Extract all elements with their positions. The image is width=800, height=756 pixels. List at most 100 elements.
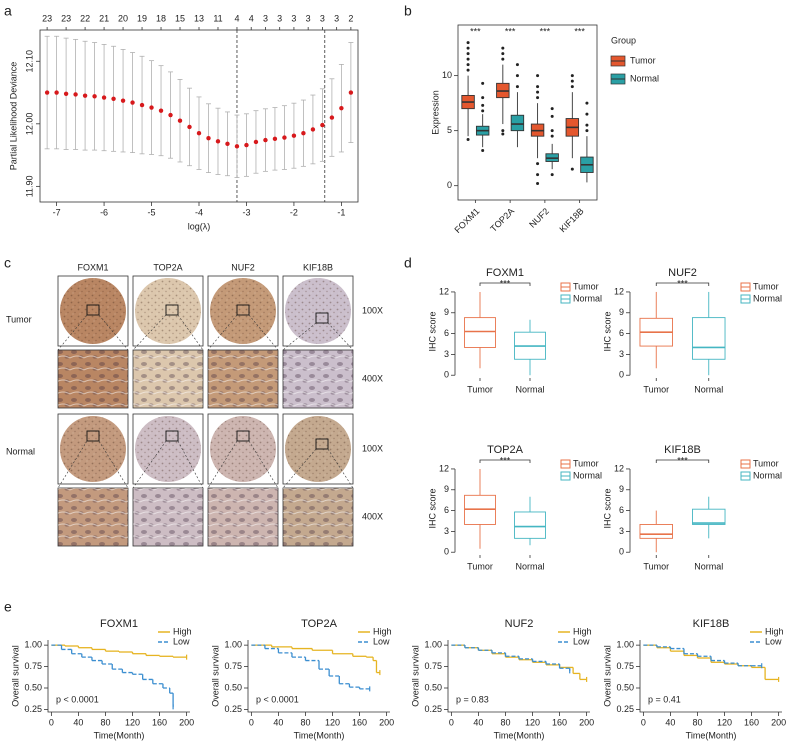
point [215,139,221,144]
top-axis-label: 21 [99,13,109,23]
zoom-box [86,304,100,316]
top-axis-label: 15 [175,13,185,23]
zoom-line [177,314,204,351]
outlier [481,96,485,100]
chart-title: KIF18B [693,618,730,630]
x-tick-label: 40 [473,717,483,727]
tissue-texture [210,278,276,344]
x-tick-label: Tumor [467,384,493,394]
x-tick-label: 80 [100,717,110,727]
y-tick-label: 9 [444,307,449,317]
outlier [501,52,505,56]
x-tick-label: 160 [744,717,759,727]
top-axis-label: 3 [306,13,311,23]
x-tick-label: 40 [273,717,283,727]
y-axis-label: Overall survival [210,645,220,707]
y-tick-label: 3 [619,526,624,536]
outlier [466,68,470,72]
y-tick-label: 12 [439,463,449,473]
legend-label: Tumor [753,281,779,291]
y-tick-label: 6 [619,505,624,515]
outlier [536,74,540,78]
top-axis-label: 19 [137,13,147,23]
point [310,127,316,132]
row-label: Normal [6,446,35,456]
significance-label: *** [677,278,688,288]
tissue-texture [135,278,201,344]
outlier [570,167,574,171]
x-tick-label: -4 [195,207,203,217]
tissue-texture [283,350,353,408]
x-tick-label: NUF2 [527,206,551,230]
magnification-label: 400X [362,373,383,383]
top-axis-label: 11 [213,13,222,23]
top-axis-label: 3 [320,13,325,23]
x-tick-label: 120 [325,717,340,727]
point [320,122,325,128]
significance-label: *** [505,26,516,36]
panel-label: b [404,3,412,19]
box [692,508,726,525]
x-tick-label: 80 [692,717,702,727]
outlier [466,57,470,61]
outlier [585,129,589,133]
row-label: Tumor [6,314,32,324]
zoom-box [236,430,250,442]
chart-title: FOXM1 [100,618,138,630]
y-tick-label: 10 [442,70,452,80]
point [234,144,240,149]
point [120,98,126,103]
zoom-line [282,448,317,489]
x-axis-label: Time(Month) [494,730,545,740]
y-tick-label: 0.50 [24,682,42,692]
outlier [585,123,589,127]
top-axis-label: 3 [291,13,296,23]
top-axis-label: 18 [156,13,166,23]
top-axis-label: 3 [334,13,339,23]
x-tick-label: -6 [100,207,108,217]
x-tick-label: 200 [771,717,786,727]
y-tick-label: 3 [619,349,624,359]
outlier [515,85,519,89]
x-axis-label: Time(Month) [94,730,145,740]
outlier [501,57,505,61]
top-axis-label: 2 [348,13,353,23]
point [263,137,268,143]
chart-title: TOP2A [301,618,338,630]
zoom-box [236,304,250,316]
x-tick-label: 120 [525,717,540,727]
y-tick-label: 12 [439,286,449,296]
x-tick-label: -5 [148,207,156,217]
zoom-box [315,312,329,324]
x-tick-label: Normal [694,561,723,571]
zoom-box [165,304,179,316]
significance-bracket [479,459,531,463]
x-tick-label: -2 [290,207,298,217]
y-tick-label: 1.00 [224,640,242,650]
tissue-texture [283,488,353,546]
legend-label: High [373,626,392,636]
y-tick-label: 6 [444,328,449,338]
x-axis-label: Time(Month) [294,730,345,740]
tissue-texture [133,350,203,408]
chart-title: TOP2A [487,444,524,456]
outlier [501,129,505,133]
point [272,136,278,142]
point [329,115,335,120]
panel-label: d [404,255,412,271]
panel-label: c [4,255,11,271]
point [73,92,78,97]
point [54,90,59,95]
y-tick-label: 1.00 [616,640,634,650]
axes [447,640,590,713]
top-axis-label: 13 [194,13,204,23]
point [149,105,154,110]
zoom-line [57,440,88,489]
point [339,105,344,111]
outlier [481,148,485,152]
box [514,511,546,539]
x-tick-label: KIF18B [557,206,585,234]
y-tick-label: 0.75 [424,661,442,671]
p-value: p = 0.41 [648,694,681,704]
tissue-texture [135,416,201,482]
